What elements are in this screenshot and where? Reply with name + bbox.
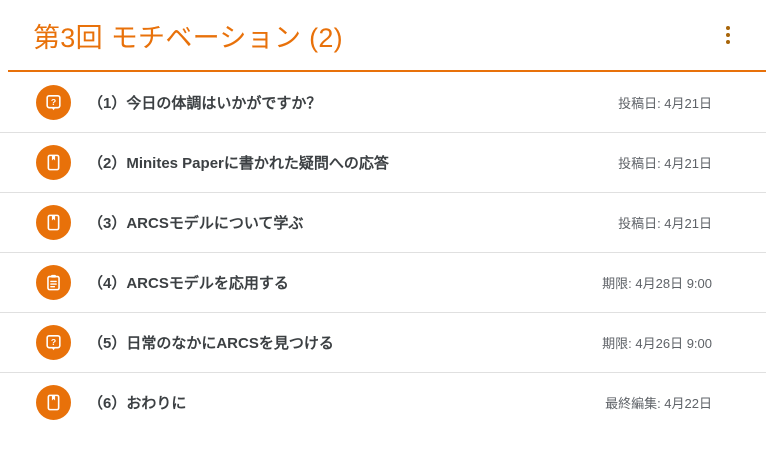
item-title: （6）おわりに — [88, 394, 187, 412]
material-icon — [36, 204, 71, 240]
item-posted-date: 投稿日: 4月21日 — [618, 215, 712, 231]
topic-title: 第3回 モチベーション (2) — [33, 22, 343, 53]
item-posted-date: 投稿日: 4月21日 — [618, 95, 712, 111]
classwork-item-row[interactable]: （2）Minites Paperに書かれた疑問への応答 投稿日: 4月21日 — [0, 132, 766, 192]
classwork-item-row[interactable]: （4）ARCSモデルを応用する 期限: 4月28日 9:00 — [0, 252, 766, 312]
item-title: （2）Minites Paperに書かれた疑問への応答 — [88, 154, 389, 172]
classwork-item-row[interactable]: （1）今日の体調はいかがですか？ 投稿日: 4月21日 — [0, 72, 766, 132]
item-title: （4）ARCSモデルを応用する — [88, 274, 289, 292]
material-icon — [36, 144, 71, 180]
question-icon — [36, 324, 71, 360]
three-dot-vertical-menu-icon — [726, 26, 730, 44]
item-title: （1）今日の体調はいかがですか？ — [88, 94, 322, 112]
topic-header: 第3回 モチベーション (2) — [8, 0, 766, 72]
classwork-item-row[interactable]: （3）ARCSモデルについて学ぶ 投稿日: 4月21日 — [0, 192, 766, 252]
question-icon — [36, 84, 71, 120]
item-due-date: 期限: 4月28日 9:00 — [602, 275, 712, 291]
item-posted-date: 投稿日: 4月21日 — [618, 155, 712, 171]
classwork-item-row[interactable]: （6）おわりに 最終編集: 4月22日 — [0, 372, 766, 432]
item-title: （3）ARCSモデルについて学ぶ — [88, 214, 304, 232]
item-title: （5）日常のなかにARCSを見つける — [88, 334, 334, 352]
topic-more-options-button[interactable] — [710, 17, 746, 53]
classwork-item-row[interactable]: （5）日常のなかにARCSを見つける 期限: 4月26日 9:00 — [0, 312, 766, 372]
item-last-edited-date: 最終編集: 4月22日 — [605, 395, 712, 411]
item-due-date: 期限: 4月26日 9:00 — [602, 335, 712, 351]
assignment-icon — [36, 264, 71, 300]
material-icon — [36, 384, 71, 420]
classwork-item-list: （1）今日の体調はいかがですか？ 投稿日: 4月21日 （2）Minites P… — [0, 72, 766, 432]
